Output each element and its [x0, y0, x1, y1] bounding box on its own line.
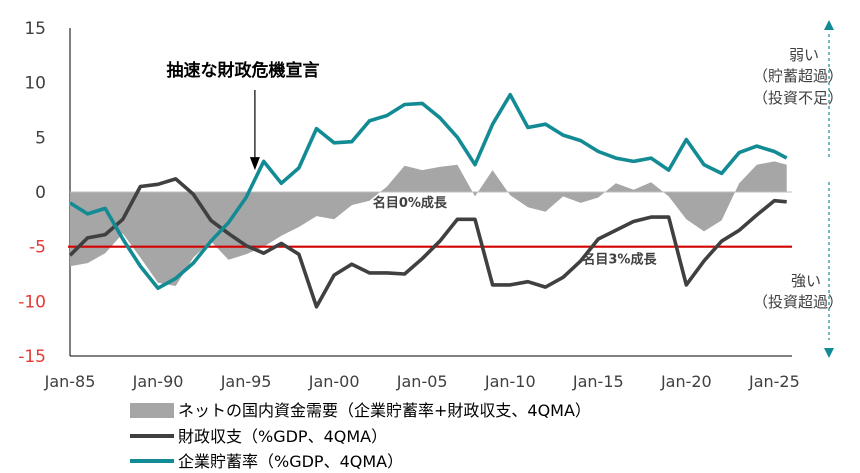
x-tick-label: Jan-90	[132, 372, 184, 391]
x-axis: Jan-85 Jan-90 Jan-95 Jan-00 Jan-05 Jan-10 Jan-…	[44, 355, 800, 391]
legend-label-fiscal: 財政収支（%GDP、4QMA）	[178, 427, 387, 446]
plot-area	[68, 92, 792, 309]
arrow-down-icon	[824, 348, 834, 358]
y-tick-label: -5	[29, 238, 46, 258]
legend-label-area: ネットの国内資金需要（企業貯蓄率+財政収支、4QMA）	[178, 401, 591, 420]
x-tick-label: Jan-00	[308, 372, 360, 391]
annotation-arrow-head	[249, 157, 260, 171]
x-tick-label: Jan-95	[220, 372, 272, 391]
x-tick-label: Jan-15	[572, 372, 624, 391]
x-tick-label: Jan-10	[484, 372, 536, 391]
annotation-nominal-3-growth: 名目3%成長	[582, 252, 657, 268]
line-series-fiscal-balance	[68, 177, 787, 309]
side-label-investment-shortage: （投資不足）	[753, 89, 843, 107]
x-tick-label: Jan-05	[396, 372, 448, 391]
side-label-investment-excess: （投資超過）	[753, 293, 843, 311]
y-tick-label: 5	[35, 128, 46, 148]
legend-swatch-area	[130, 403, 174, 418]
y-tick-label: -10	[18, 292, 46, 312]
y-tick-label: 15	[24, 19, 46, 39]
side-label-strong: 強い	[791, 272, 821, 290]
x-tick-label: Jan-20	[660, 372, 712, 391]
side-label-saving-excess-top: （貯蓄超過）	[753, 67, 843, 85]
x-tick-label: Jan-25	[748, 372, 800, 391]
line-series-corporate-savings	[69, 92, 788, 290]
annotation-nominal-0-growth: 名目0%成長	[373, 195, 448, 211]
legend-label-corporate: 企業貯蓄率（%GDP、4QMA）	[178, 452, 403, 471]
y-tick-label: 0	[35, 183, 46, 203]
annotation-fiscal-crisis-label: 抽速な財政危機宣言	[167, 60, 320, 81]
y-tick-label: 10	[24, 74, 46, 94]
side-label-weak: 弱い	[789, 46, 819, 64]
arrow-up-icon	[824, 20, 834, 30]
y-axis: 15 10 5 0 -5 -10 -15	[18, 19, 71, 367]
x-tick-label: Jan-85	[44, 372, 96, 391]
y-tick-label: -15	[18, 347, 46, 367]
legend: ネットの国内資金需要（企業貯蓄率+財政収支、4QMA） 財政収支（%GDP、4Q…	[130, 401, 591, 471]
annotation-fiscal-crisis: 抽速な財政危機宣言	[167, 60, 320, 171]
side-indicator: 弱い （貯蓄超過） （投資不足） 強い （投資超過）	[753, 20, 843, 358]
